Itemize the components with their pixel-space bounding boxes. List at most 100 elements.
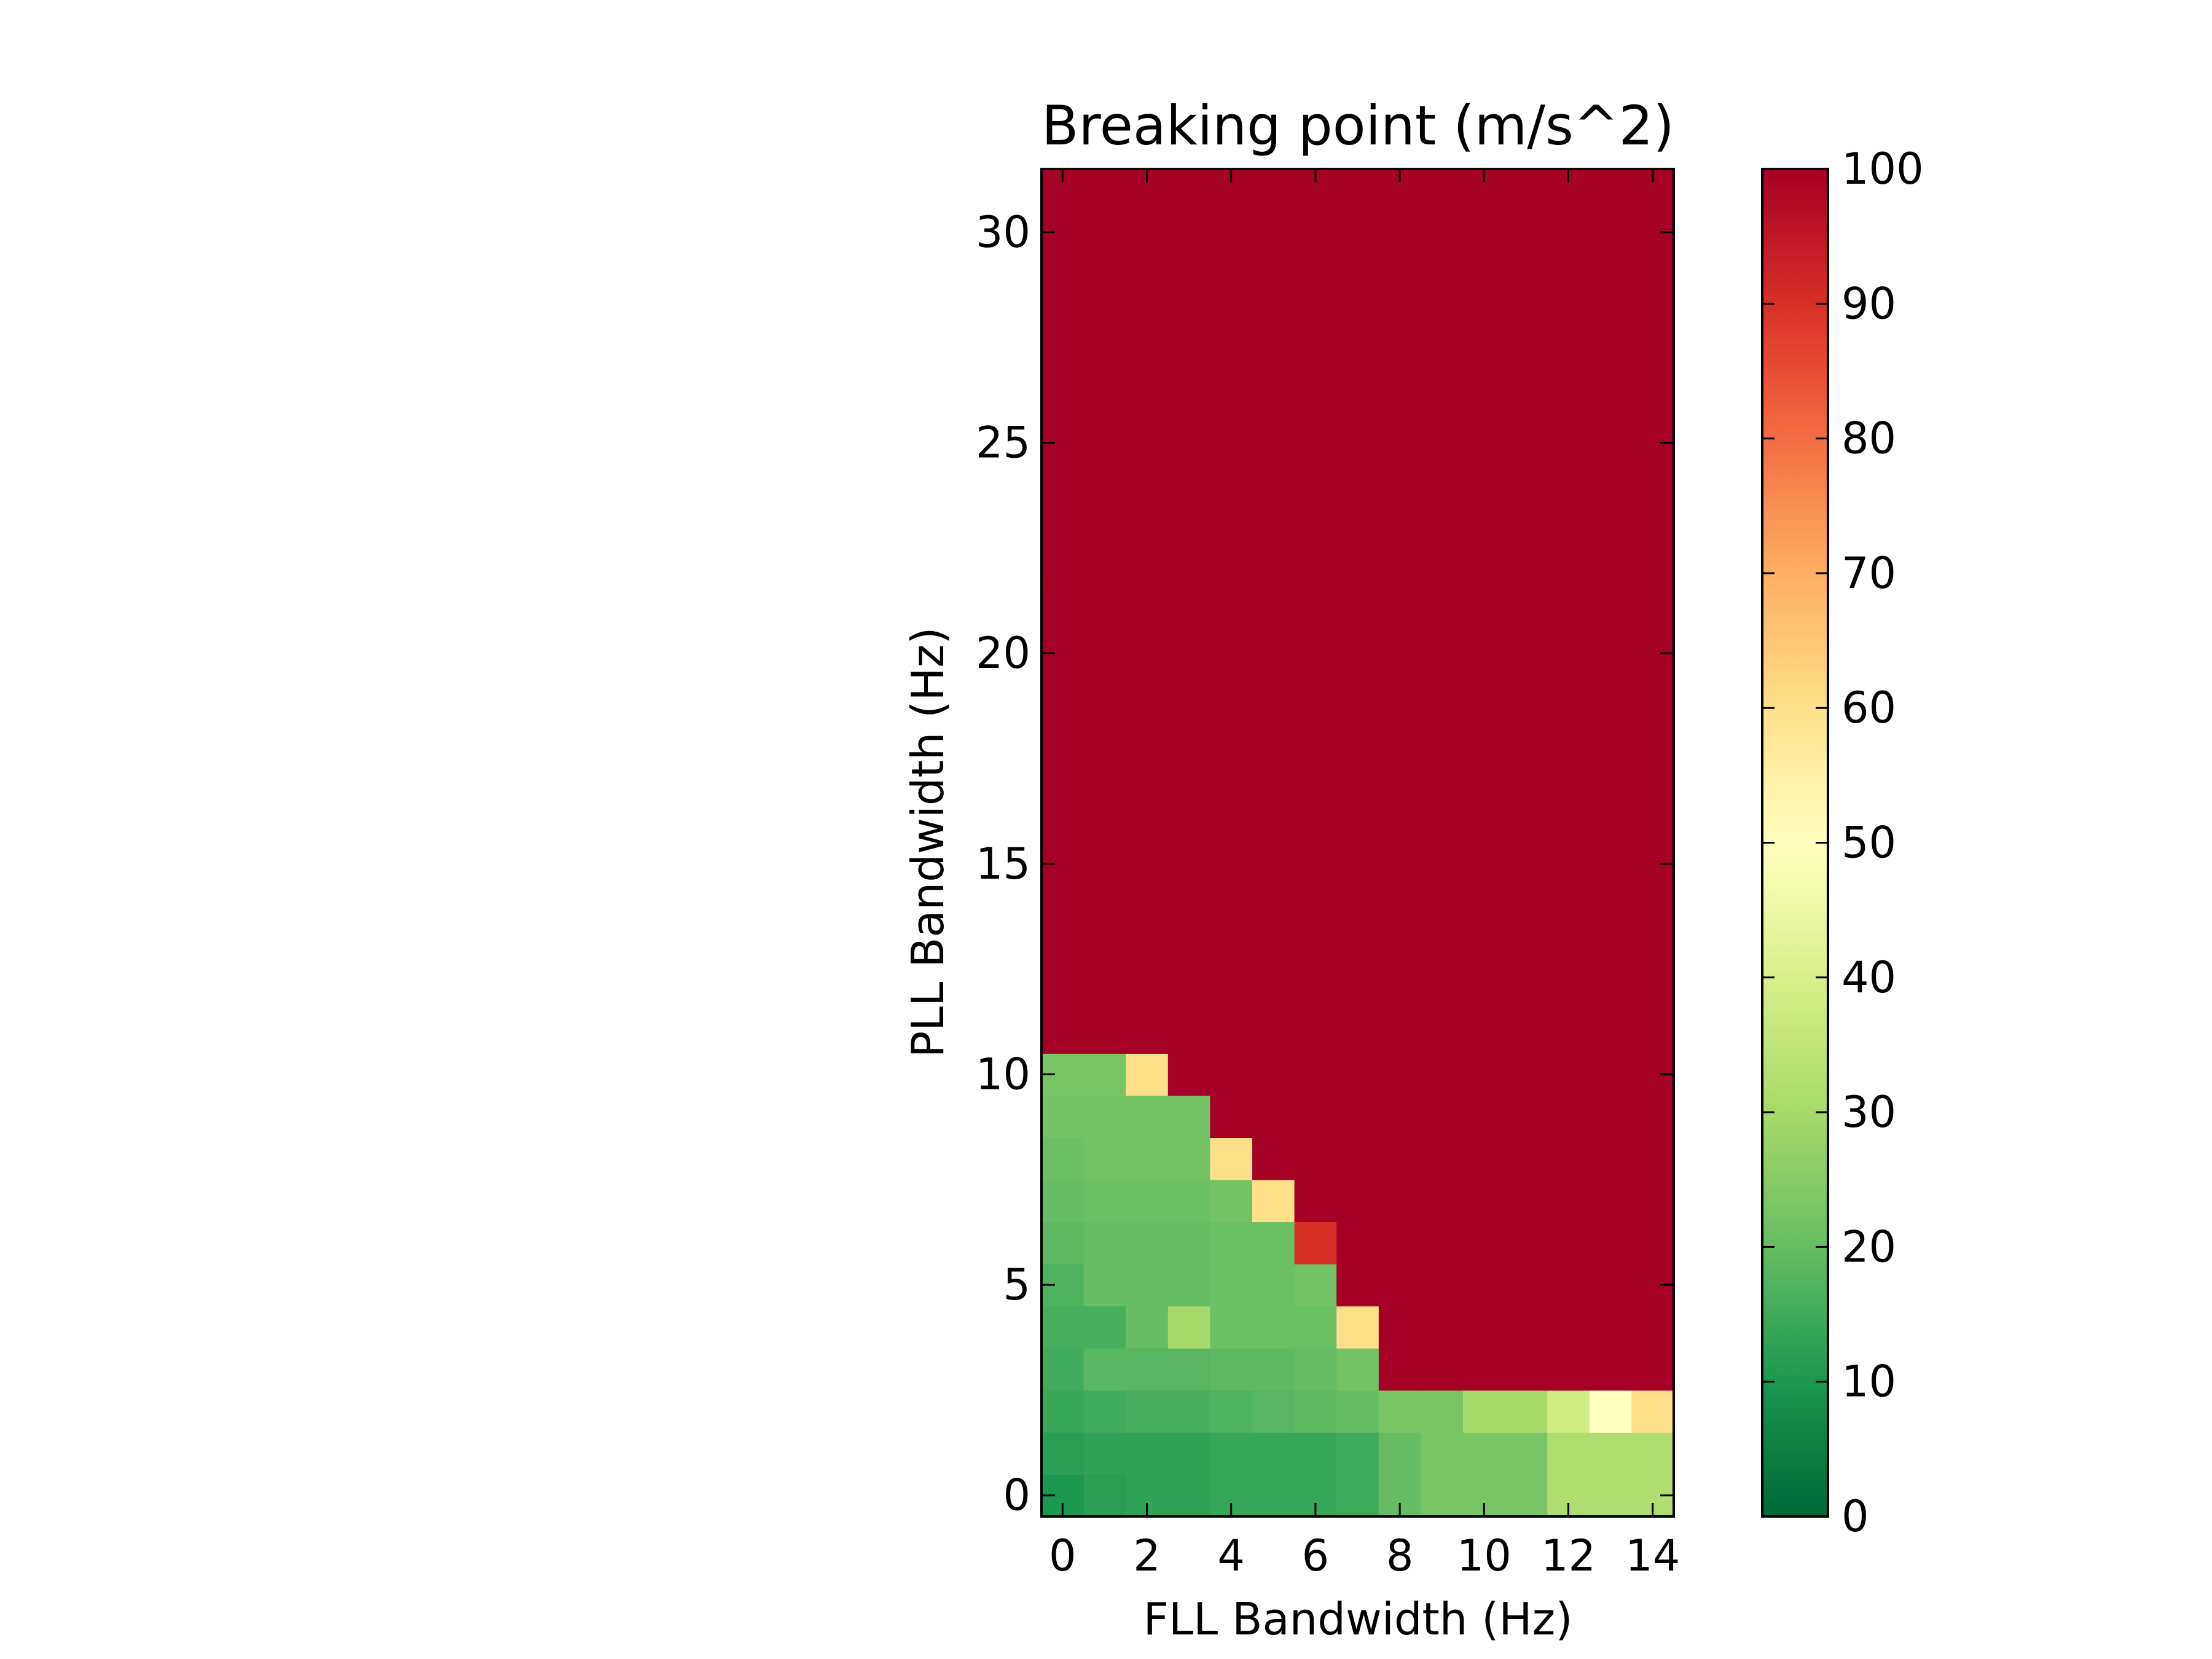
heatmap-cell (1167, 969, 1211, 1012)
heatmap-cell (1631, 885, 1674, 928)
heatmap-cell (1589, 1137, 1633, 1180)
heatmap-cell (1421, 337, 1464, 380)
heatmap-cell (1336, 211, 1379, 254)
heatmap-cell (1421, 211, 1464, 254)
heatmap-cell (1463, 379, 1506, 422)
heatmap-cell (1421, 842, 1464, 885)
heatmap-cell (1378, 337, 1422, 380)
heatmap-cell (1463, 463, 1506, 507)
heatmap-cell (1547, 800, 1590, 844)
heatmap-cell (1336, 253, 1379, 296)
heatmap-cell (1463, 885, 1506, 928)
heatmap-cell (1547, 674, 1590, 717)
x-tick-label: 0 (1049, 1531, 1077, 1581)
heatmap-cell (1505, 506, 1548, 549)
heatmap-cell (1378, 463, 1422, 507)
heatmap-cell (1083, 169, 1126, 212)
heatmap-cell (1631, 463, 1674, 507)
heatmap-cell (1589, 969, 1633, 1012)
heatmap-cell (1547, 716, 1590, 759)
heatmap-cell (1505, 547, 1548, 591)
heatmap-cell (1463, 506, 1506, 549)
heatmap-cell (1126, 885, 1169, 928)
x-tick-label: 14 (1625, 1531, 1680, 1581)
heatmap-cell (1378, 211, 1422, 254)
heatmap-cell (1631, 295, 1674, 338)
heatmap-cell (1378, 547, 1422, 591)
heatmap-cell (1167, 1179, 1211, 1223)
heatmap-cell (1294, 885, 1337, 928)
heatmap-cell (1252, 463, 1295, 507)
heatmap-cell (1294, 1222, 1337, 1265)
heatmap-cell (1463, 674, 1506, 717)
heatmap-cell (1421, 1095, 1464, 1139)
heatmap-cell (1421, 927, 1464, 970)
heatmap-cell (1421, 1179, 1464, 1223)
heatmap-cell (1252, 1263, 1295, 1307)
heatmap-cell (1505, 1095, 1548, 1139)
colorbar-tick-label: 50 (1841, 818, 1896, 868)
heatmap-cell (1083, 337, 1126, 380)
heatmap-cell (1210, 253, 1253, 296)
heatmap-cell (1589, 1432, 1633, 1475)
heatmap-cell (1589, 337, 1633, 380)
heatmap-cell (1378, 1347, 1422, 1391)
heatmap-cell (1505, 1011, 1548, 1054)
heatmap-cell (1336, 927, 1379, 970)
heatmap-cell (1167, 927, 1211, 970)
heatmap-cell (1126, 758, 1169, 801)
heatmap-cell (1167, 1222, 1211, 1265)
heatmap-cell (1547, 1095, 1590, 1139)
heatmap-cell (1505, 422, 1548, 465)
heatmap-cell (1336, 1053, 1379, 1096)
heatmap-cell (1631, 1390, 1674, 1433)
heatmap-cell (1210, 1306, 1253, 1349)
heatmap-cell (1252, 506, 1295, 549)
heatmap-cell (1631, 1011, 1674, 1054)
heatmap-cell (1463, 1306, 1506, 1349)
heatmap-cell (1336, 842, 1379, 885)
heatmap-cell (1547, 1137, 1590, 1180)
heatmap-cell (1210, 1390, 1253, 1433)
heatmap-cell (1378, 885, 1422, 928)
heatmap-cell (1083, 1432, 1126, 1475)
heatmap-cell (1252, 1179, 1295, 1223)
heatmap-cell (1378, 253, 1422, 296)
heatmap-cell (1505, 1137, 1548, 1180)
heatmap-cell (1505, 1390, 1548, 1433)
heatmap-cell (1294, 1011, 1337, 1054)
heatmap-cell (1126, 463, 1169, 507)
heatmap-cell (1463, 1222, 1506, 1265)
heatmap-cell (1041, 590, 1084, 633)
heatmap-cell (1378, 842, 1422, 885)
heatmap-cell (1421, 1053, 1464, 1096)
heatmap-cell (1336, 969, 1379, 1012)
heatmap-cell (1631, 1137, 1674, 1180)
heatmap-cell (1210, 1137, 1253, 1180)
heatmap-cell (1210, 1095, 1253, 1139)
heatmap-cell (1463, 590, 1506, 633)
heatmap-cell (1589, 1011, 1633, 1054)
y-axis-ticks: 0 5 10 15 20 25 30 (976, 207, 1674, 1521)
heatmap-cell (1631, 969, 1674, 1012)
heatmap-cell (1294, 422, 1337, 465)
heatmap-cell (1126, 1347, 1169, 1391)
heatmap-cell (1083, 1179, 1126, 1223)
heatmap-cell (1547, 632, 1590, 675)
heatmap-cell (1589, 547, 1633, 591)
heatmap-cell (1505, 842, 1548, 885)
heatmap-cell (1336, 1474, 1379, 1517)
heatmap-cell (1463, 758, 1506, 801)
heatmap-cell (1336, 169, 1379, 212)
heatmap-cell (1336, 506, 1379, 549)
heatmap-cell (1294, 1179, 1337, 1223)
heatmap-cell (1167, 211, 1211, 254)
heatmap-cell (1505, 253, 1548, 296)
heatmap-cell (1210, 969, 1253, 1012)
heatmap-cell (1041, 1095, 1084, 1139)
heatmap-cell (1041, 463, 1084, 507)
heatmap-cell (1631, 1347, 1674, 1391)
heatmap-cell (1294, 758, 1337, 801)
y-axis-label: PLL Bandwidth (Hz) (902, 627, 954, 1058)
